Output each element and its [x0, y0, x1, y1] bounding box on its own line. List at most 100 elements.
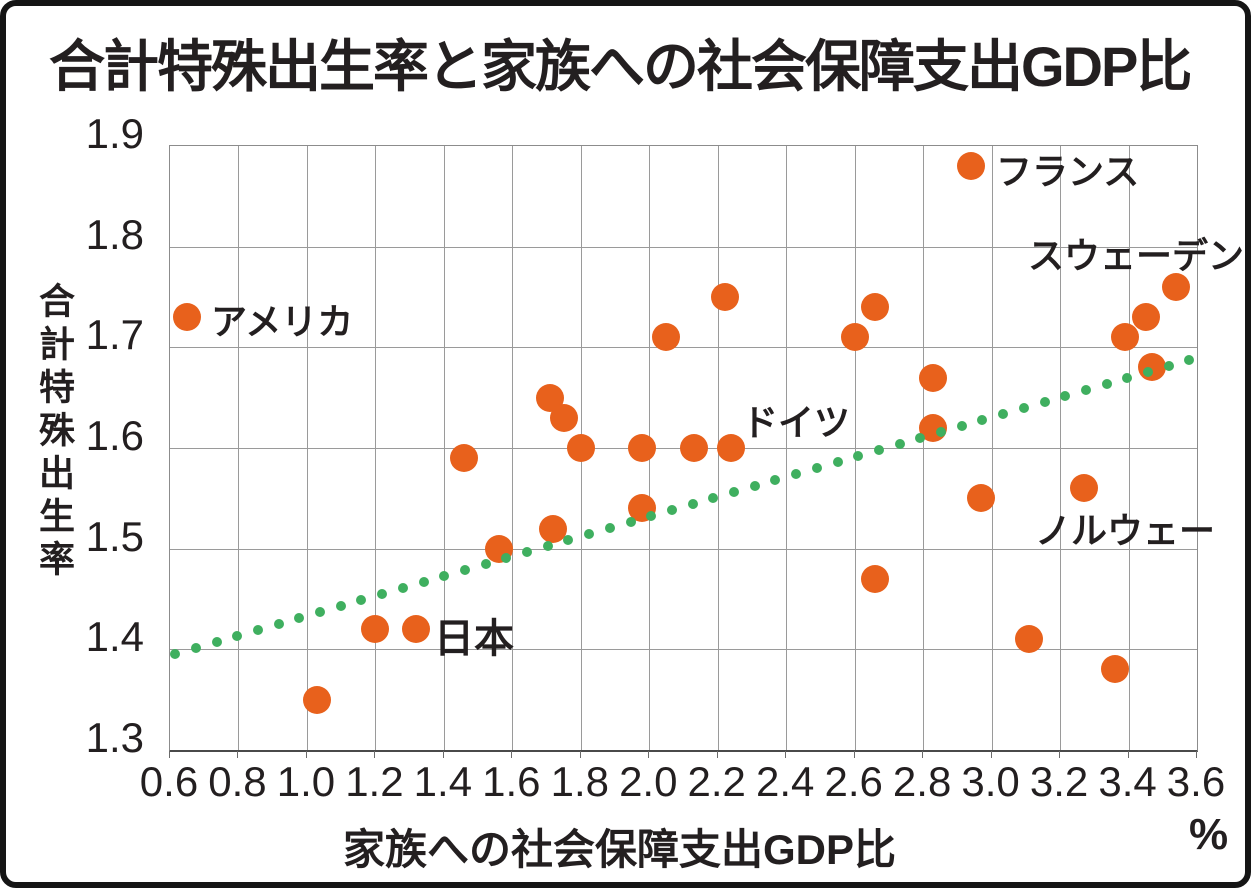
x-axis-tick-mark: [442, 751, 444, 758]
data-point: [710, 283, 739, 311]
trendline-dot: [1080, 385, 1091, 396]
x-axis-tick-label: 0.6: [139, 758, 199, 805]
x-axis-tick-label: 3.2: [1029, 758, 1089, 805]
country-label-ドイツ: ドイツ: [742, 402, 851, 443]
x-axis-tick-mark: [305, 751, 307, 758]
trendline-dot: [1163, 361, 1174, 372]
country-label-フランス: フランス: [996, 151, 1140, 192]
horizontal-gridline: [170, 246, 1197, 248]
x-axis-tick-mark: [716, 751, 718, 758]
trendline-dot: [832, 457, 843, 468]
trendline-dot: [936, 427, 947, 438]
trendline-dot: [646, 511, 657, 522]
x-axis-tick-label: 2.2: [687, 758, 746, 805]
trendline-dot: [708, 493, 719, 504]
x-axis-tick-mark: [1127, 751, 1129, 758]
data-point: [303, 685, 332, 714]
trendline-dot: [563, 535, 574, 546]
trendline-dot: [1122, 373, 1133, 384]
data-point: [549, 403, 578, 432]
data-point: [361, 615, 390, 644]
trendline-dot: [1143, 367, 1154, 378]
country-label-アメリカ: アメリカ: [211, 301, 354, 342]
y-axis-tick-label: 1.7: [85, 311, 144, 359]
trendline-dot: [397, 583, 408, 594]
x-axis-tick-label: 1.4: [413, 758, 473, 805]
data-point-ドイツ: [717, 434, 746, 462]
trendline-dot: [232, 631, 243, 642]
trendline-dot: [418, 577, 429, 588]
x-axis-tick-mark: [169, 751, 170, 758]
y-axis-tick-label: 1.5: [85, 512, 144, 560]
trendline-dot: [335, 601, 346, 612]
x-axis-tick-mark: [237, 751, 239, 758]
trendline-dot: [294, 613, 305, 624]
data-point-アメリカ: [173, 303, 202, 332]
trendline-dot: [998, 409, 1009, 420]
trendline-dot: [480, 559, 491, 570]
trendline-dot: [522, 547, 533, 558]
trendline-dot: [791, 469, 802, 480]
trendline-dot: [770, 475, 781, 486]
trendline-dot: [853, 451, 864, 462]
trendline-dot: [273, 619, 284, 630]
country-label-日本: 日本: [434, 617, 514, 661]
trendline-dot: [1184, 355, 1195, 366]
x-axis-tick-mark: [922, 751, 924, 758]
x-axis-tick-mark: [374, 751, 376, 758]
chart-title: 合計特殊出生率と家族への社会保障支出GDP比: [49, 35, 1192, 98]
country-label-ノルウェー: ノルウェー: [1035, 510, 1216, 551]
trendline-dot: [956, 421, 967, 432]
trendline-dot: [439, 571, 450, 582]
trendline-dot: [915, 433, 926, 444]
data-point-日本: [402, 615, 431, 644]
x-axis-tick-label: 3.0: [961, 758, 1020, 805]
data-point-ノルウェー: [1070, 474, 1099, 503]
data-point: [967, 484, 996, 513]
x-axis-tick-mark: [1196, 751, 1197, 758]
x-axis-tick-mark: [785, 751, 787, 758]
trendline-dot: [894, 439, 905, 450]
trendline-dot: [542, 541, 553, 552]
x-axis-tick-mark: [853, 751, 855, 758]
horizontal-gridline: [170, 649, 1197, 651]
data-point: [840, 323, 869, 352]
data-point: [1138, 353, 1167, 382]
y-axis-tick-label: 1.9: [85, 110, 144, 157]
horizontal-gridline: [170, 548, 1197, 550]
trendline-dot: [604, 523, 615, 534]
trendline-dot: [749, 481, 760, 492]
trendline-dot: [1101, 379, 1112, 390]
data-point: [539, 514, 568, 543]
trendline-dot: [584, 529, 595, 540]
x-axis-unit-label: %: [1189, 810, 1229, 859]
x-axis-tick-mark: [579, 751, 581, 758]
trendline-dot: [811, 463, 822, 474]
x-axis-tick-label: 0.8: [208, 758, 267, 805]
x-axis-tick-label: 1.8: [550, 758, 609, 805]
y-axis-tick-label: 1.4: [85, 613, 144, 661]
x-axis-tick-label: 1.2: [345, 758, 404, 805]
y-axis-tick-label: 1.6: [85, 412, 144, 459]
trendline-dot: [356, 595, 367, 606]
x-axis-tick-mark: [1059, 751, 1061, 758]
trendline-dot: [1060, 391, 1071, 402]
plot-area: [169, 145, 1198, 752]
x-axis-tick-label: 2.0: [619, 758, 678, 805]
y-axis-title: 合計特殊出生率: [34, 282, 75, 583]
x-axis-tick-mark: [511, 751, 513, 758]
data-point: [919, 363, 948, 392]
x-axis-title: 家族への社会保障支出GDP比: [343, 826, 897, 873]
x-axis-tick-label: 2.4: [755, 758, 815, 805]
data-point: [1100, 655, 1129, 684]
trendline-dot: [1018, 403, 1029, 414]
trendline-dot: [1039, 397, 1050, 408]
data-point: [1131, 303, 1160, 332]
y-axis-tick-label: 1.3: [85, 714, 144, 761]
horizontal-gridline: [170, 347, 1197, 349]
trendline-dot: [190, 643, 201, 654]
trendline-dot: [252, 625, 263, 636]
data-point: [861, 293, 890, 322]
trendline-dot: [873, 445, 884, 456]
